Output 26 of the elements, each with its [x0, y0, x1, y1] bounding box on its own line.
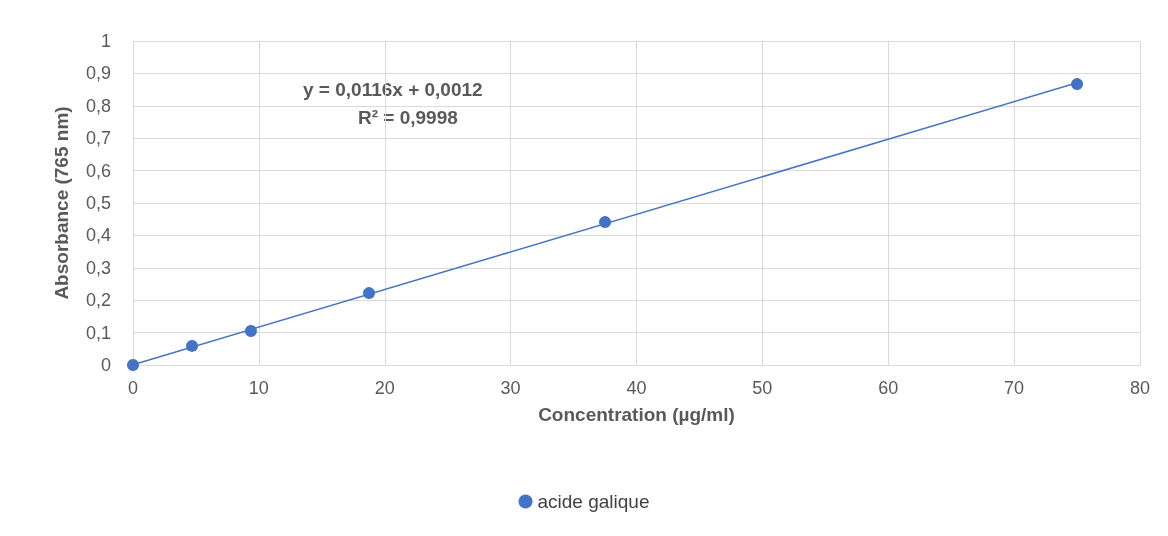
annotation: y = 0,0116x + 0,0012	[303, 79, 483, 100]
x-tick-label: 40	[626, 378, 647, 398]
y-axis-title: Absorbance (765 nm)	[51, 106, 72, 300]
x-tick-label: 80	[1129, 378, 1151, 398]
y-tick-label: 0	[100, 355, 111, 375]
y-tick-label: 0,4	[85, 225, 111, 246]
x-tick-label: 0	[127, 378, 139, 398]
y-tick-label: 0,7	[85, 128, 111, 149]
point	[1071, 78, 1084, 91]
y-tick-label: 0,2	[85, 290, 111, 311]
x-axis-title: Concentration (µg/ml)	[538, 404, 735, 425]
x-tick-label: 30	[500, 378, 521, 398]
point	[127, 359, 139, 371]
y-tick-label: 0,9	[85, 63, 111, 84]
y-tick-label: 0,3	[85, 257, 111, 278]
x-tick-label: 70	[1004, 378, 1025, 398]
x-tick-label: 10	[248, 378, 269, 398]
x-tick-label: 50	[752, 378, 773, 398]
x-tick-label: 60	[878, 378, 899, 398]
y-tick-label: 1	[100, 31, 111, 51]
y-tick-label: 0,8	[85, 95, 111, 116]
y-tick-label: 0,6	[85, 160, 111, 181]
x-tick-label: 20	[374, 378, 395, 398]
y-tick-label: 0,1	[85, 322, 111, 343]
y-tick-label: 0,5	[85, 193, 111, 213]
legend-label: acide galique	[537, 491, 650, 512]
